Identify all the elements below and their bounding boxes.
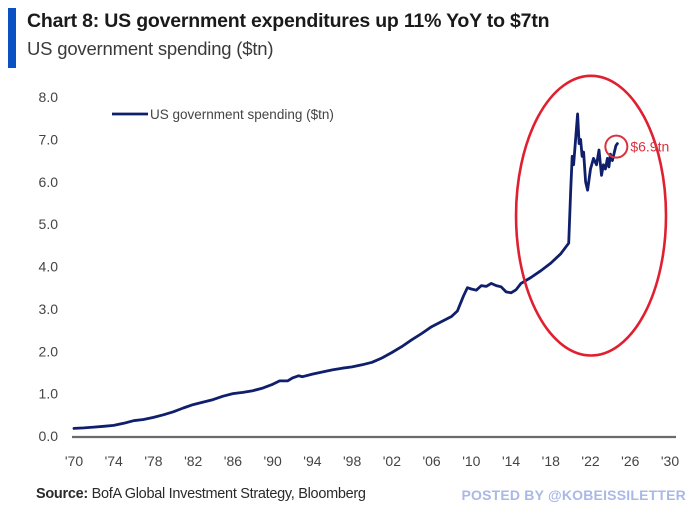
legend-label: US government spending ($tn) [150, 107, 334, 122]
y-tick-label: 0.0 [39, 428, 59, 444]
series-line-us-government-spending [72, 112, 619, 430]
x-tick-label: '74 [105, 453, 123, 469]
highlight-ellipse [514, 74, 668, 357]
x-tick-label: '90 [264, 453, 282, 469]
title-accent-bar [8, 8, 16, 68]
x-tick-label: '78 [144, 453, 162, 469]
x-tick-label: '30 [661, 453, 679, 469]
y-tick-label: 2.0 [39, 343, 59, 359]
watermark: POSTED BY @KOBEISSILETTER [461, 487, 686, 503]
latest-value-label: $6.9tn [630, 139, 669, 155]
y-tick-label: 5.0 [39, 216, 59, 232]
x-tick-label: '26 [621, 453, 639, 469]
x-tick-label: '82 [184, 453, 202, 469]
legend: US government spending ($tn) [112, 107, 334, 122]
y-tick-label: 6.0 [39, 174, 59, 190]
x-tick-label: '02 [383, 453, 401, 469]
x-tick-label: '18 [542, 453, 560, 469]
y-tick-label: 3.0 [39, 301, 59, 317]
y-tick-label: 8.0 [39, 89, 59, 105]
x-tick-label: '94 [303, 453, 321, 469]
latest-value-circle-marker [604, 134, 629, 159]
x-tick-label: '86 [224, 453, 242, 469]
x-tick-label: '06 [422, 453, 440, 469]
y-tick-label: 7.0 [39, 131, 59, 147]
chart-subtitle: US government spending ($tn) [27, 38, 274, 59]
y-axis: 0.0 1.0 2.0 3.0 4.0 5.0 6.0 7.0 8.0 [39, 89, 59, 444]
x-tick-label: '14 [502, 453, 520, 469]
x-axis: '70 '74 '78 '82 '86 '90 '94 '98 '02 '06 '10 '14 '18 '… [65, 453, 679, 469]
source-label: Source: [36, 486, 88, 502]
x-tick-label: '70 [65, 453, 83, 469]
x-tick-label: '22 [581, 453, 599, 469]
x-tick-label: '98 [343, 453, 361, 469]
y-tick-label: 4.0 [39, 259, 59, 275]
x-tick-label: '10 [462, 453, 480, 469]
source-note: Source: BofA Global Investment Strategy,… [36, 486, 366, 502]
y-tick-label: 1.0 [39, 386, 59, 402]
chart-title: Chart 8: US government expenditures up 1… [27, 10, 550, 32]
source-text: BofA Global Investment Strategy, Bloombe… [87, 486, 366, 502]
